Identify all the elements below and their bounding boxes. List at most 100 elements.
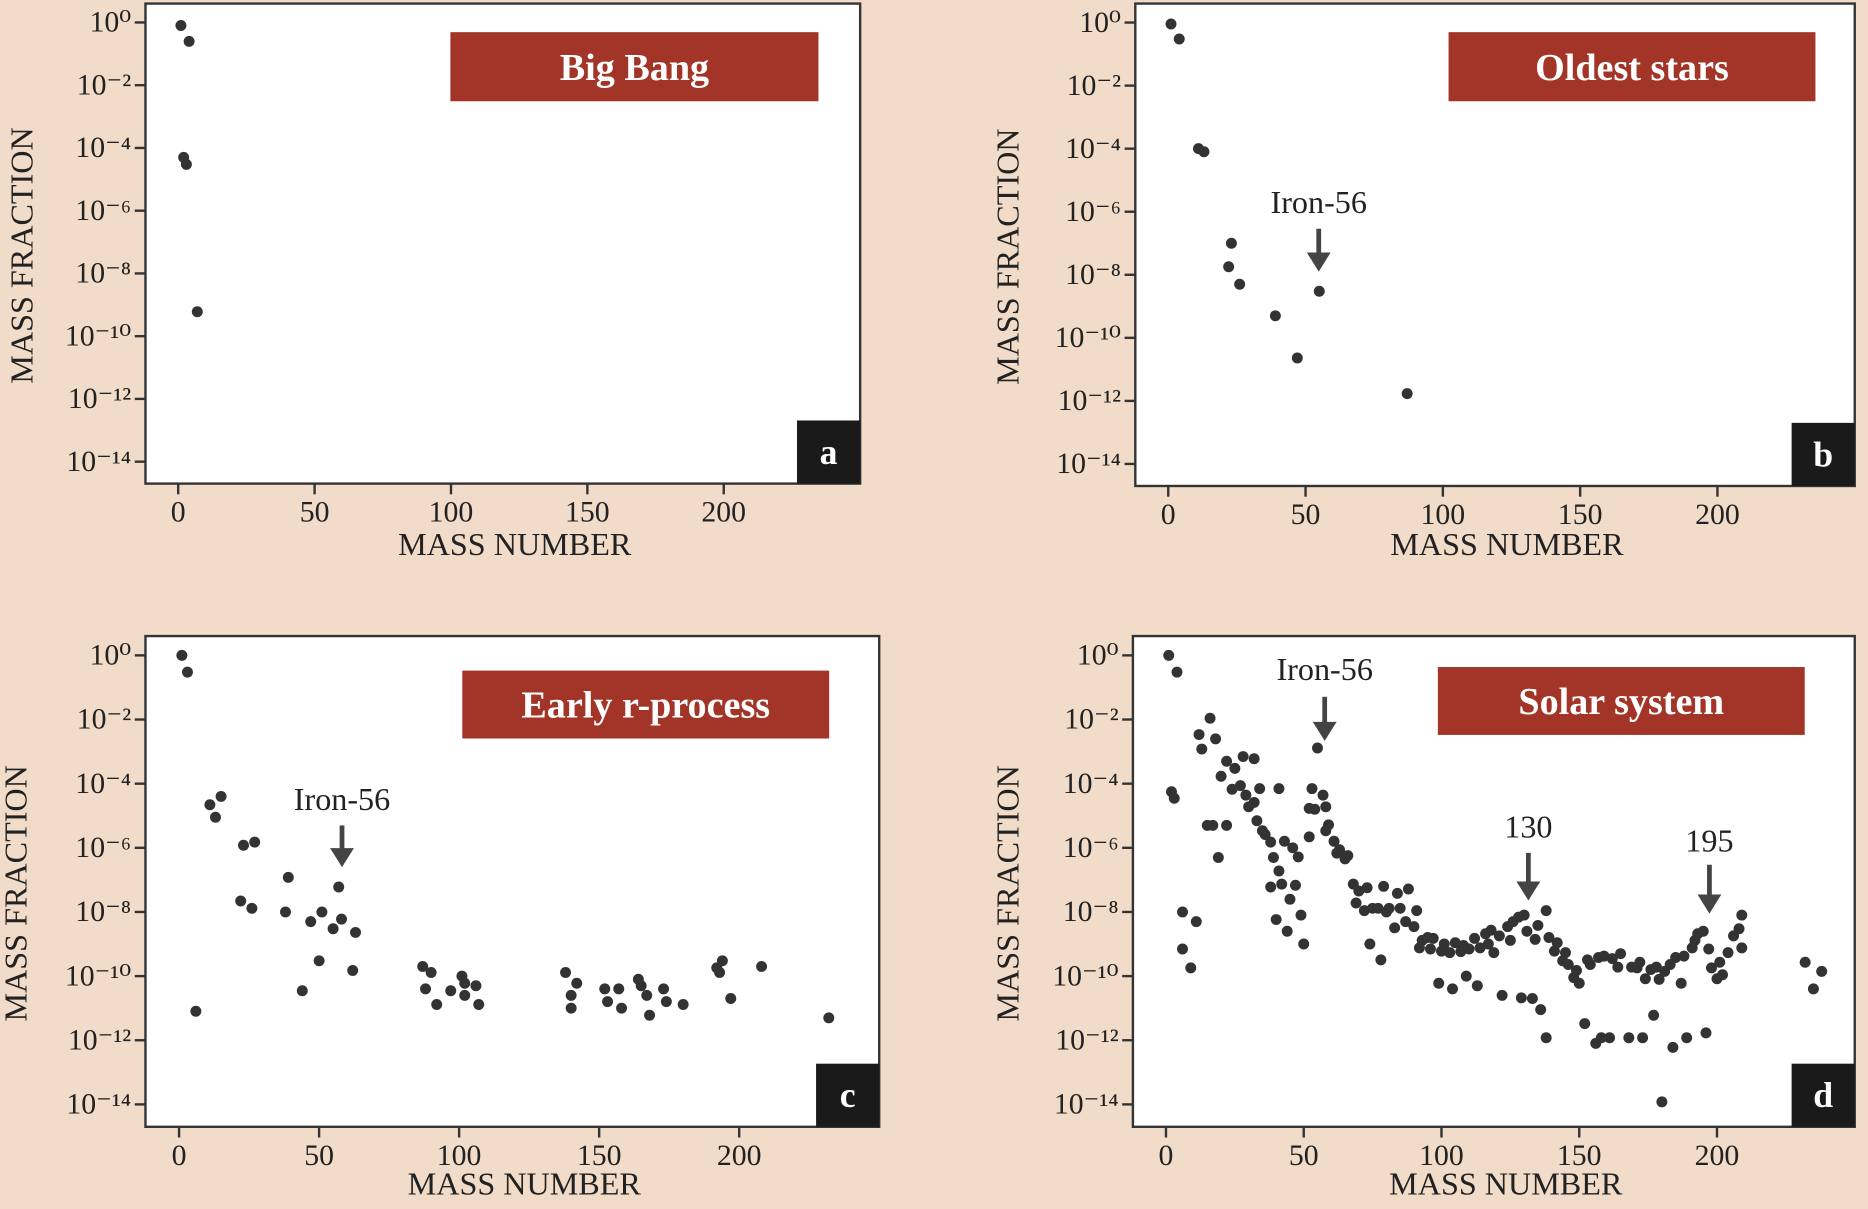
data-point	[1281, 925, 1293, 937]
data-point	[1163, 649, 1175, 661]
data-point	[565, 989, 577, 1001]
data-point	[1543, 932, 1555, 943]
data-point	[1485, 924, 1497, 936]
data-point	[1196, 743, 1208, 755]
data-point	[1433, 977, 1445, 989]
data-point	[658, 983, 670, 995]
data-point	[1816, 965, 1828, 977]
data-point	[1358, 905, 1370, 917]
data-point	[1540, 905, 1552, 917]
chart-title: Solar system	[1518, 681, 1724, 723]
annotation: Iron-56	[1276, 651, 1372, 687]
y-axis-label: MASS FRACTION	[990, 128, 1026, 384]
y-tick-label: 10⁻⁴	[75, 767, 131, 800]
data-point	[459, 977, 471, 989]
data-point	[823, 1012, 835, 1024]
data-point	[616, 1002, 628, 1014]
data-point	[725, 993, 737, 1004]
data-point	[635, 980, 647, 992]
y-tick-label: 10⁻²	[77, 68, 131, 101]
y-axis-label: MASS FRACTION	[0, 765, 33, 1021]
y-tick-label: 10⁻¹⁴	[1056, 447, 1121, 480]
data-point	[473, 999, 485, 1011]
panel-label: d	[1813, 1075, 1833, 1115]
y-tick-label: 10⁻¹⁰	[1055, 321, 1121, 354]
y-tick-label: 10⁻⁸	[75, 895, 131, 928]
data-point	[644, 1009, 656, 1021]
data-point	[1198, 146, 1210, 158]
y-tick-label: 10⁻⁶	[75, 831, 131, 864]
data-point	[1273, 783, 1285, 795]
data-point	[1653, 973, 1665, 985]
x-tick-label: 200	[1695, 1139, 1740, 1172]
data-point	[420, 983, 432, 995]
data-point	[1234, 278, 1246, 290]
panel-label: a	[820, 432, 838, 472]
data-point	[756, 960, 768, 972]
data-point	[1303, 831, 1315, 843]
data-point	[1496, 989, 1508, 1001]
data-point	[1295, 909, 1307, 921]
data-point	[1313, 285, 1325, 297]
data-point	[1656, 1096, 1668, 1108]
data-point	[1353, 885, 1365, 897]
title-box	[1448, 32, 1816, 102]
annotation-arrow-head	[1312, 721, 1337, 741]
data-point	[660, 996, 672, 1008]
data-point	[1328, 835, 1340, 847]
data-point	[183, 35, 195, 47]
y-tick-label: 10⁻⁸	[1063, 895, 1119, 928]
data-point	[1681, 1032, 1693, 1044]
data-point	[1225, 237, 1237, 249]
y-tick-label: 10⁻⁴	[1065, 132, 1121, 165]
data-point	[180, 158, 192, 170]
data-point	[1317, 789, 1329, 801]
data-point	[1606, 953, 1618, 965]
data-point	[1518, 909, 1530, 921]
data-point	[716, 955, 728, 967]
data-point	[1254, 783, 1266, 795]
y-tick-label: 10⁻⁶	[75, 194, 131, 227]
y-tick-label: 10⁻²	[77, 703, 131, 736]
data-point	[1323, 819, 1335, 831]
data-point	[282, 871, 294, 883]
y-tick-label: 10⁻¹⁰	[1052, 959, 1118, 992]
data-point	[1639, 973, 1651, 985]
data-point	[1334, 844, 1346, 856]
y-tick-label: 10⁻¹²	[68, 1023, 131, 1056]
y-tick-label: 10⁻⁴	[1063, 767, 1119, 800]
data-point	[1372, 902, 1384, 914]
data-point	[1383, 902, 1395, 914]
data-point	[336, 913, 347, 925]
x-tick-label: 150	[1557, 1139, 1602, 1172]
y-tick-label: 10⁻¹²	[1055, 1023, 1118, 1056]
data-point	[280, 906, 291, 918]
data-point	[565, 1002, 577, 1014]
data-point	[1584, 959, 1596, 970]
x-tick-label: 50	[300, 496, 330, 529]
data-point	[1424, 943, 1436, 955]
data-point	[1700, 1027, 1712, 1039]
x-axis-label: MASS NUMBER	[1390, 526, 1624, 562]
data-point	[425, 966, 437, 978]
y-tick-label: 10⁻¹⁴	[66, 1088, 131, 1121]
x-tick-label: 150	[565, 496, 610, 529]
y-tick-label: 10⁰	[1077, 639, 1119, 672]
data-point	[1287, 842, 1299, 854]
data-point	[1306, 783, 1318, 795]
data-point	[1165, 18, 1177, 30]
annotation: 195	[1685, 823, 1733, 859]
annotation: 130	[1504, 808, 1552, 844]
x-tick-label: 150	[577, 1139, 622, 1172]
data-point	[191, 306, 203, 318]
data-point	[1251, 815, 1263, 827]
data-point	[1675, 977, 1687, 989]
x-tick-label: 0	[1161, 498, 1176, 531]
data-point	[347, 964, 359, 976]
data-point	[1648, 1009, 1660, 1021]
y-tick-label: 10⁻⁴	[75, 131, 131, 164]
data-point	[1703, 943, 1715, 955]
annotation-arrow-head	[1306, 252, 1331, 272]
data-point	[1234, 780, 1246, 792]
